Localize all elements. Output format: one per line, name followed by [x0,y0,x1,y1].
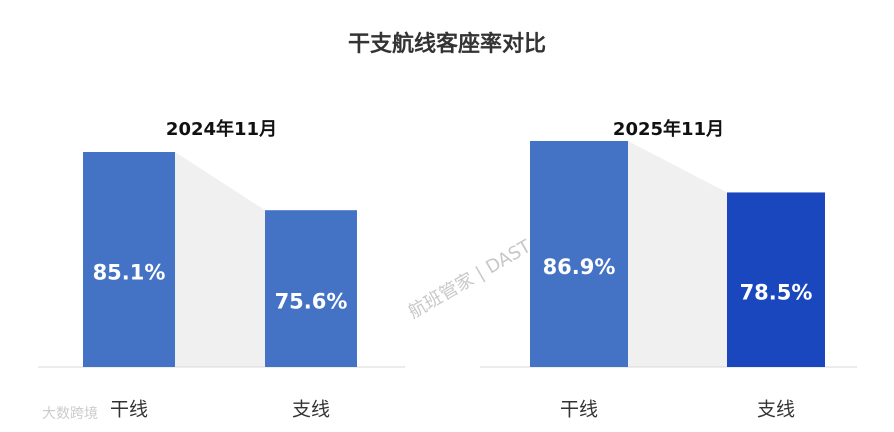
bar [530,140,628,367]
bar [265,210,357,367]
bar [727,192,825,367]
value-label: 75.6% [275,290,348,314]
panel-title: 2024年11月 [166,118,277,140]
page-title: 干支航线客座率对比 [348,31,546,57]
x-tick-label: 干线 [560,399,598,421]
value-label: 86.9% [543,255,616,279]
bar [83,152,175,367]
connector [628,140,727,367]
x-tick-label: 支线 [757,399,795,421]
x-tick-label: 干线 [110,399,148,421]
x-tick-label: 支线 [292,399,330,421]
watermark: 大数跨境 [42,406,98,422]
connector [175,152,265,367]
value-label: 85.1% [93,261,166,285]
panel-title: 2025年11月 [613,118,724,140]
value-label: 78.5% [740,281,813,305]
